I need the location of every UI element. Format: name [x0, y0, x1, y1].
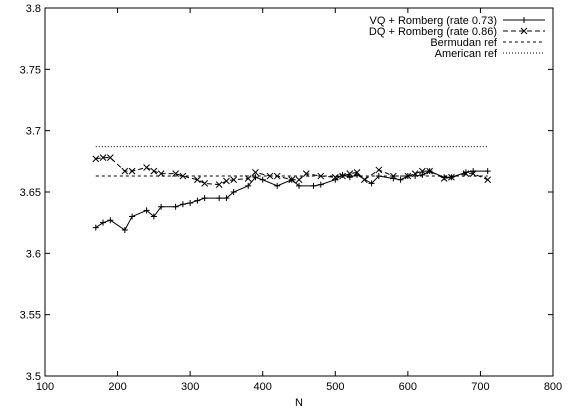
data-point [448, 173, 455, 181]
data-point [230, 189, 237, 195]
legend-marker [521, 17, 527, 23]
data-point [411, 170, 419, 177]
legend-marker [520, 27, 528, 35]
data-point [375, 166, 383, 174]
y-tick-label: 3.55 [20, 310, 41, 322]
y-tick-label: 3.6 [26, 248, 41, 260]
y-tick-label: 3.75 [20, 64, 41, 76]
data-point [360, 176, 368, 184]
legend-label: DQ + Romberg (rate 0.86) [369, 26, 497, 38]
data-point [215, 181, 223, 188]
data-point [143, 164, 150, 171]
data-point [158, 203, 165, 210]
data-point [107, 217, 114, 224]
data-point [389, 172, 397, 180]
data-point [172, 170, 179, 177]
data-point [194, 176, 201, 184]
data-point [121, 227, 128, 234]
data-point [484, 176, 492, 184]
y-tick-label: 3.7 [26, 126, 41, 138]
data-point [462, 169, 469, 176]
y-tick-label: 3.8 [26, 3, 41, 15]
data-point [99, 154, 107, 162]
data-point [397, 176, 404, 183]
data-point [187, 200, 194, 207]
data-point [92, 224, 99, 231]
data-point [484, 168, 491, 175]
legend-label: VQ + Romberg (rate 0.73) [370, 15, 497, 27]
data-point [245, 182, 252, 189]
data-point [223, 177, 230, 185]
legend-item: American ref [435, 48, 545, 60]
data-point [150, 167, 158, 175]
data-point [346, 174, 353, 181]
data-point [353, 169, 361, 176]
x-tick-label: 800 [544, 381, 562, 393]
data-point [129, 213, 136, 220]
data-point [339, 171, 346, 178]
y-tick-label: 3.65 [20, 187, 41, 199]
data-point [128, 167, 136, 175]
x-tick-label: 400 [254, 381, 272, 393]
data-point [201, 180, 209, 187]
data-point [194, 197, 201, 204]
x-tick-label: 700 [471, 381, 489, 393]
data-point [92, 155, 100, 163]
data-point [295, 176, 303, 184]
data-point [121, 167, 129, 175]
legend-label: American ref [435, 48, 498, 60]
data-point [259, 176, 266, 183]
data-point [143, 207, 150, 214]
series-layer [92, 146, 492, 234]
data-point [179, 172, 187, 180]
legend-label: Bermudan ref [430, 37, 498, 49]
data-point [230, 176, 238, 184]
x-tick-label: 200 [108, 381, 126, 393]
data-point [288, 176, 296, 184]
legend: VQ + Romberg (rate 0.73)DQ + Romberg (ra… [369, 15, 545, 60]
x-tick-label: 300 [181, 381, 199, 393]
data-point [274, 182, 281, 189]
legend-item: Bermudan ref [430, 37, 545, 49]
y-tick-label: 3.5 [26, 371, 41, 383]
series-1 [92, 168, 491, 234]
data-point [419, 171, 426, 178]
data-point [426, 167, 433, 175]
data-point [252, 174, 259, 181]
data-point [106, 154, 114, 162]
data-point [150, 213, 157, 220]
data-point [419, 167, 426, 175]
y-axis-ticks: 3.5 3.55 3.6 3.65 3.7 3.75 3.8 [20, 3, 553, 383]
x-axis-title: N [295, 397, 303, 409]
legend-item: VQ + Romberg (rate 0.73) [370, 15, 545, 27]
data-point [179, 201, 186, 208]
data-point [201, 195, 208, 202]
data-point [317, 181, 324, 188]
x-axis-ticks: 100 200 300 400 500 600 700 800 [36, 8, 562, 393]
data-point [252, 169, 259, 176]
data-point [296, 182, 302, 189]
plot-frame [44, 7, 554, 377]
x-tick-label: 600 [399, 381, 417, 393]
data-point [368, 180, 375, 187]
data-point [331, 173, 339, 181]
x-tick-label: 100 [36, 381, 54, 393]
data-point [172, 203, 179, 210]
data-point [216, 195, 223, 202]
x-tick-label: 500 [326, 381, 344, 393]
data-point [223, 195, 230, 202]
legend-item: DQ + Romberg (rate 0.86) [369, 26, 545, 38]
data-point [310, 182, 317, 189]
data-point [100, 219, 107, 226]
